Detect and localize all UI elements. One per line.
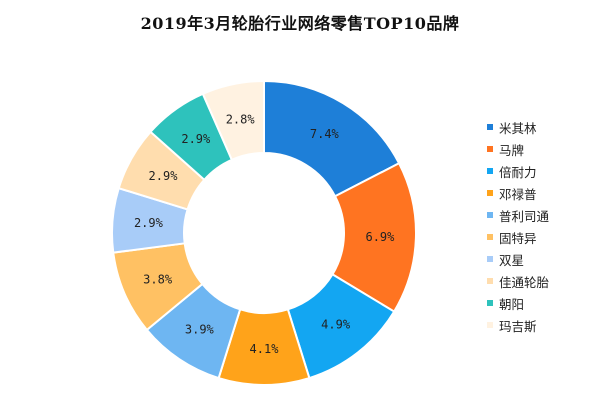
slice-value-label: 2.9% [149, 169, 179, 183]
legend-swatch [487, 212, 493, 218]
donut-slice-labels: 7.4% 6.9% 4.9% 4.1% 3.9% 3.8% 2.9% 2.9% 2.9% 2.8% [134, 112, 395, 356]
chart-title: 2019年3月轮胎行业网络零售TOP10品牌 [140, 14, 460, 33]
slice-value-label: 2.9% [134, 216, 164, 230]
legend-swatch [487, 234, 493, 240]
donut-slice [263, 79, 401, 198]
slice-value-label: 6.9% [365, 230, 395, 244]
legend-swatch [487, 190, 493, 196]
legend-label: 双星 [499, 252, 525, 268]
legend-swatch [487, 124, 493, 130]
legend-item: 固特异 [487, 226, 549, 248]
slice-value-label: 4.9% [321, 317, 351, 331]
slice-value-label: 7.4% [310, 127, 340, 141]
legend-label: 朝阳 [499, 296, 525, 312]
legend-swatch [487, 300, 493, 306]
legend-label: 佳通轮胎 [499, 274, 550, 290]
legend-swatch [487, 256, 493, 262]
donut-slices [111, 79, 417, 386]
legend-item: 双星 [487, 248, 549, 270]
legend-swatch [487, 146, 493, 152]
legend-swatch [487, 322, 493, 328]
legend-item: 普利司通 [487, 204, 549, 226]
legend-label: 固特异 [499, 230, 537, 246]
legend-label: 马牌 [499, 142, 525, 158]
slice-value-label: 3.9% [185, 322, 215, 336]
legend-item: 倍耐力 [487, 160, 549, 182]
slice-value-label: 4.1% [250, 342, 280, 356]
slice-value-label: 2.9% [181, 132, 211, 146]
legend-swatch [487, 278, 493, 284]
legend-label: 玛吉斯 [499, 318, 537, 334]
legend-label: 米其林 [499, 120, 537, 136]
legend-item: 玛吉斯 [487, 314, 549, 336]
legend-item: 米其林 [487, 116, 549, 138]
legend-item: 马牌 [487, 138, 549, 160]
legend-swatch [487, 168, 493, 174]
donut-slice [201, 79, 265, 162]
legend-label: 倍耐力 [499, 164, 537, 180]
legend-item: 邓禄普 [487, 182, 549, 204]
slice-value-label: 3.8% [143, 272, 173, 286]
legend-item: 朝阳 [487, 292, 549, 314]
donut-slice [331, 161, 417, 313]
slice-value-label: 2.8% [226, 112, 256, 126]
legend-item: 佳通轮胎 [487, 270, 549, 292]
legend-label: 邓禄普 [499, 186, 537, 202]
chart-legend: 米其林马牌倍耐力邓禄普普利司通固特异双星佳通轮胎朝阳玛吉斯 [487, 116, 549, 336]
legend-label: 普利司通 [499, 208, 550, 224]
